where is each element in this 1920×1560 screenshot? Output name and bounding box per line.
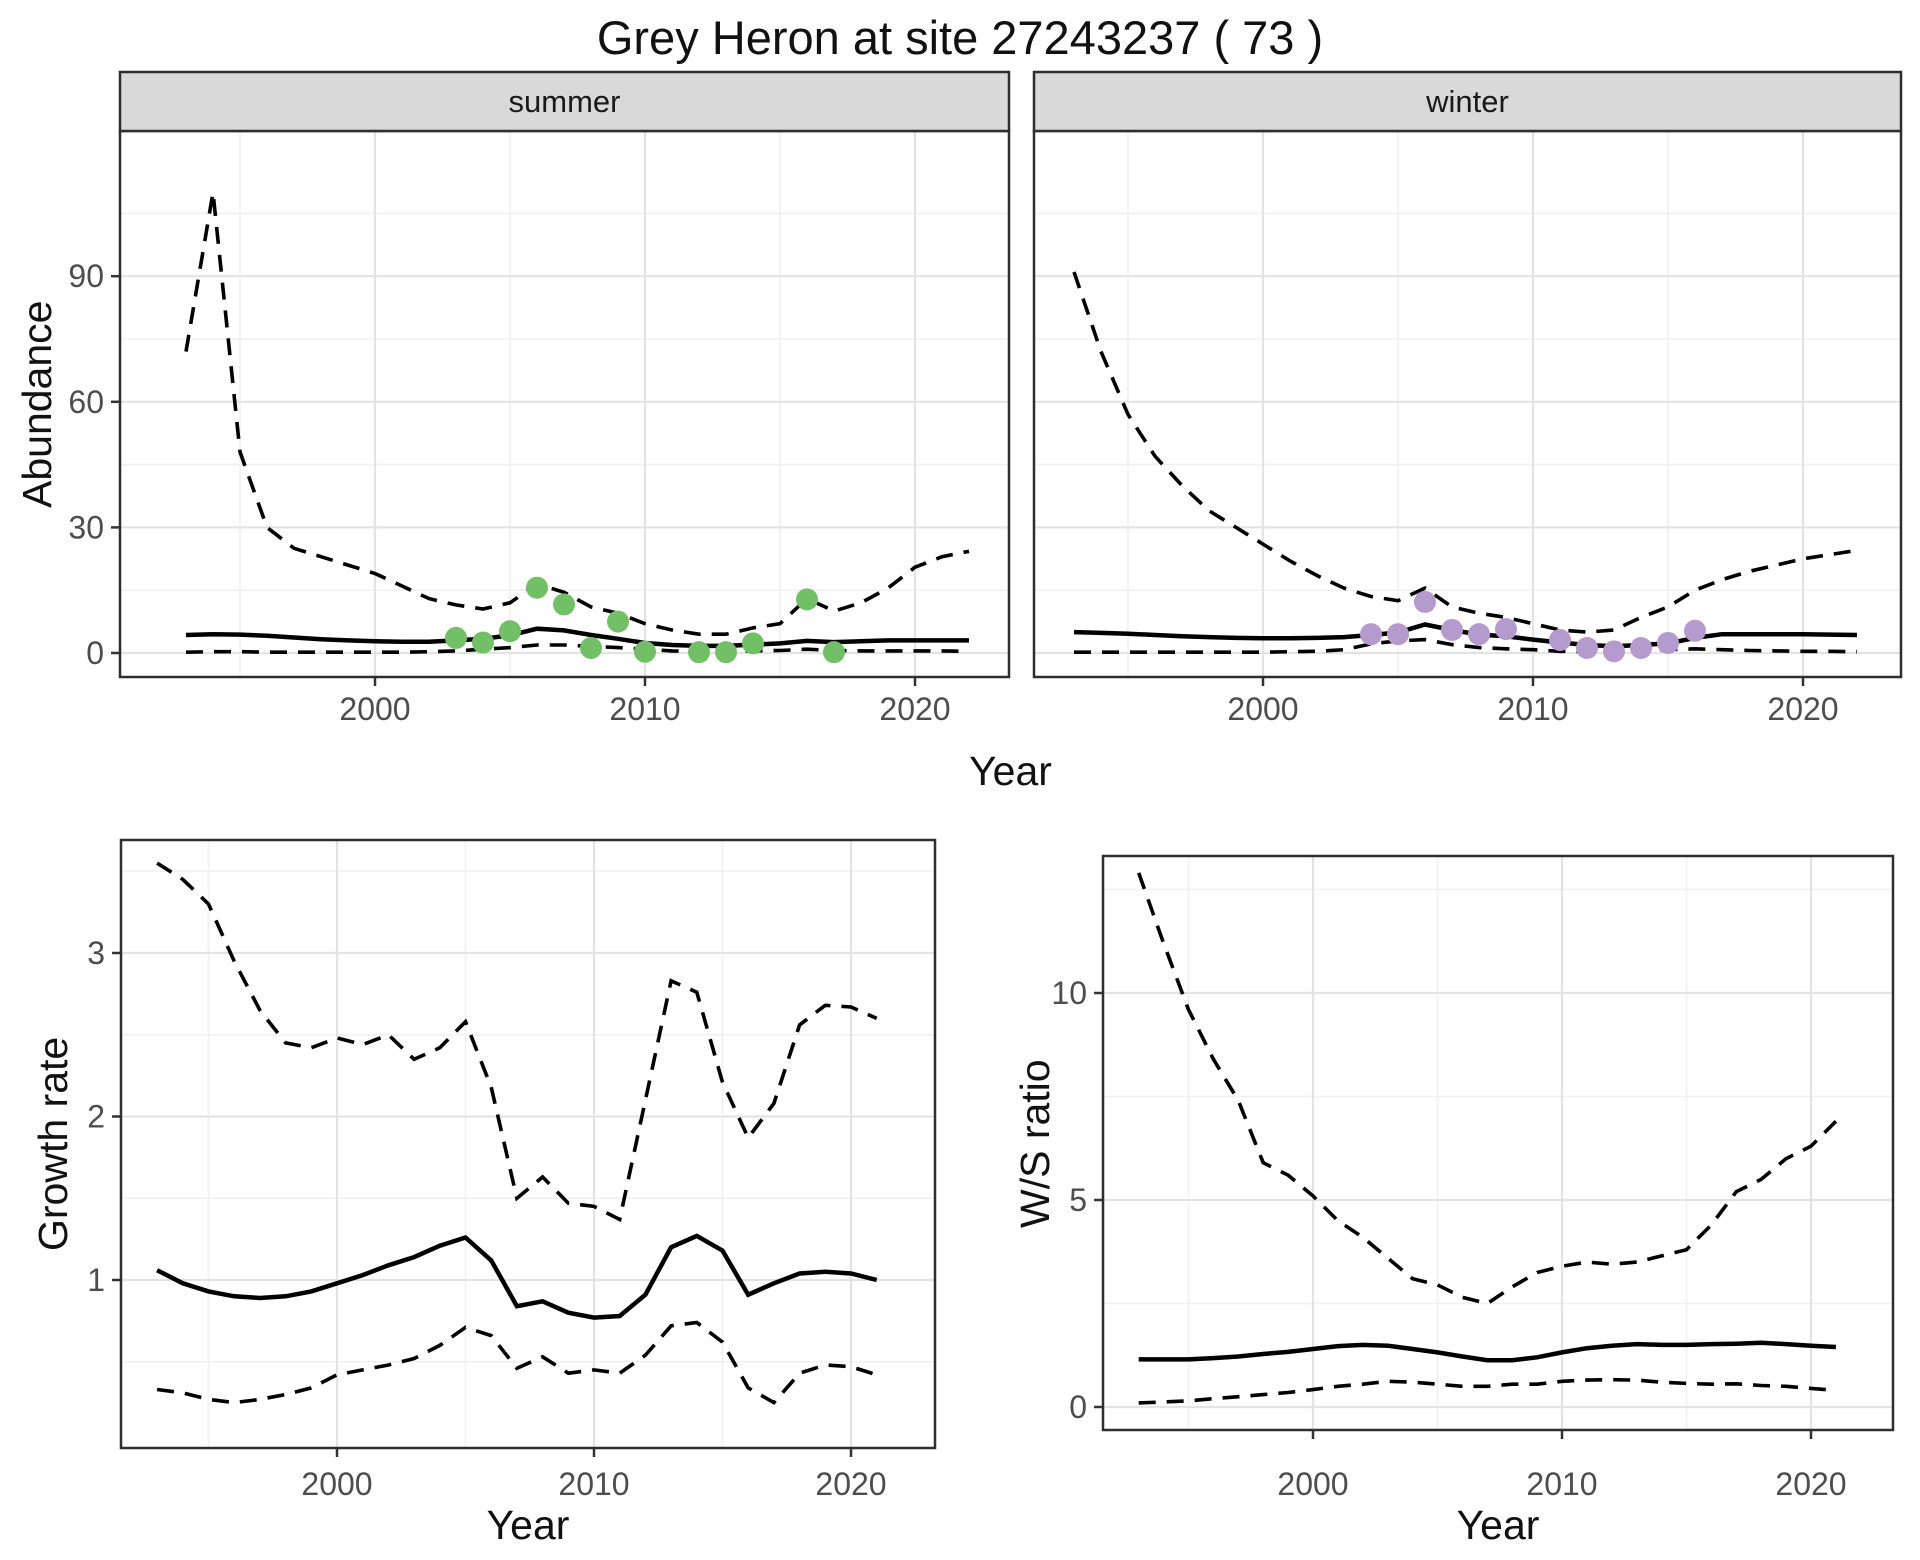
y-tick-label: 0 xyxy=(86,635,104,671)
x-axis-title-year-top: Year xyxy=(969,748,1052,794)
data-point-observed-counts-winter xyxy=(1441,618,1463,641)
x-tick-label: 2020 xyxy=(1775,1466,1846,1502)
data-point-observed-counts-winter xyxy=(1603,640,1625,663)
series-lower-95ci xyxy=(1138,1377,1837,1405)
y-tick-label: 90 xyxy=(68,258,104,294)
data-point-observed-counts-summer xyxy=(526,576,548,599)
series-median xyxy=(1073,622,1858,649)
chart-title: Grey Heron at site 27243237 ( 73 ) xyxy=(596,11,1324,64)
facet-strip-box xyxy=(1032,70,1903,133)
data-point-observed-counts-winter xyxy=(1657,631,1679,654)
series-upper-95ci xyxy=(1072,271,1858,634)
data-point-observed-counts-summer xyxy=(445,626,467,649)
series-upper-95ci xyxy=(184,192,970,637)
x-tick-label: 2000 xyxy=(301,1466,372,1502)
x-tick-label: 2020 xyxy=(879,691,950,727)
data-point-observed-counts-summer xyxy=(553,593,575,616)
panel-abundance-summer: 2000 2010 2020 0 30 60 90 xyxy=(68,70,1011,727)
facet-strip-summer: summer xyxy=(508,83,621,119)
panel-growth-rate: 2000 2010 2020 1 2 3 xyxy=(87,838,937,1502)
x-tick-label: 2010 xyxy=(1497,691,1568,727)
facet-strip-winter: winter xyxy=(1426,83,1509,119)
series-median xyxy=(156,1233,878,1320)
series-median xyxy=(185,626,969,649)
data-point-observed-counts-winter xyxy=(1630,636,1652,659)
x-tick-label: 2000 xyxy=(1277,1466,1348,1502)
series-upper-95ci xyxy=(1137,872,1838,1306)
data-point-observed-counts-summer xyxy=(607,610,629,633)
y-tick-label: 10 xyxy=(1051,975,1087,1011)
x-tick-label: 2000 xyxy=(1227,691,1298,727)
x-tick-label: 2020 xyxy=(815,1466,886,1502)
x-tick-label: 2000 xyxy=(339,691,410,727)
data-point-observed-counts-summer xyxy=(580,636,602,659)
data-point-observed-counts-winter xyxy=(1360,623,1382,646)
y-tick-label: 2 xyxy=(87,1099,105,1135)
data-point-observed-counts-winter xyxy=(1468,623,1490,646)
x-axis-title-year-growth: Year xyxy=(486,1502,570,1548)
series-lower-95ci xyxy=(156,1320,878,1405)
data-point-observed-counts-winter xyxy=(1576,636,1598,659)
x-tick-label: 2010 xyxy=(558,1466,629,1502)
data-point-observed-counts-winter xyxy=(1414,590,1436,613)
panel-abundance-winter: 2000 2010 2020 xyxy=(1032,70,1903,727)
y-tick-label: 1 xyxy=(87,1262,105,1298)
y-tick-label: 0 xyxy=(1069,1389,1087,1425)
panel-ws-ratio: 2000 2010 2020 0 5 10 xyxy=(1051,854,1895,1502)
data-point-observed-counts-winter xyxy=(1684,619,1706,642)
x-tick-label: 2020 xyxy=(1767,691,1838,727)
data-point-observed-counts-summer xyxy=(823,641,845,664)
data-point-observed-counts-summer xyxy=(742,632,764,655)
series-upper-95ci xyxy=(156,861,878,1223)
data-point-observed-counts-winter xyxy=(1549,629,1571,652)
data-point-observed-counts-winter xyxy=(1495,618,1517,641)
y-tick-label: 60 xyxy=(68,384,104,420)
x-tick-label: 2010 xyxy=(1526,1466,1597,1502)
x-tick-label: 2010 xyxy=(609,691,680,727)
data-point-observed-counts-winter xyxy=(1387,623,1409,646)
facet-strip-box xyxy=(118,70,1011,133)
y-tick-label: 5 xyxy=(1069,1182,1087,1218)
data-point-observed-counts-summer xyxy=(472,631,494,654)
data-point-observed-counts-summer xyxy=(634,640,656,663)
data-point-observed-counts-summer xyxy=(688,641,710,664)
y-tick-label: 30 xyxy=(68,509,104,545)
y-axis-title-ws-ratio: W/S ratio xyxy=(1012,1059,1058,1229)
y-axis-title-growth-rate: Growth rate xyxy=(30,1036,76,1252)
data-point-observed-counts-summer xyxy=(715,641,737,664)
series-lower-95ci xyxy=(1074,637,1858,655)
y-axis-title-abundance: Abundance xyxy=(14,300,60,508)
x-axis-title-year-ws: Year xyxy=(1456,1502,1540,1548)
series-median xyxy=(1138,1340,1837,1363)
data-point-observed-counts-summer xyxy=(499,620,521,643)
data-point-observed-counts-summer xyxy=(796,588,818,611)
y-tick-label: 3 xyxy=(87,935,105,971)
